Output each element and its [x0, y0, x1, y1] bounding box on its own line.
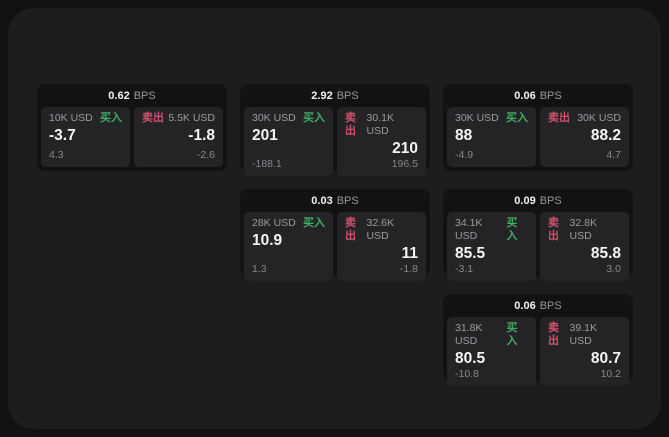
- bps-header: 0.62 BPS: [37, 84, 227, 107]
- bps-header: 2.92 BPS: [240, 84, 430, 107]
- card-body: 30K USD 买入 201 -188.1 卖出 30.1K USD 210 1…: [240, 107, 430, 180]
- sell-action-label[interactable]: 卖出: [548, 112, 570, 124]
- buy-amount: 28K USD: [252, 217, 296, 229]
- bps-header: 0.03 BPS: [240, 189, 430, 212]
- bps-unit-label: BPS: [539, 299, 562, 312]
- bps-value: 0.06: [514, 89, 536, 102]
- card-body: 34.1K USD 买入 85.5 -3.1 卖出 32.8K USD 85.8…: [443, 212, 633, 285]
- buy-amount: 10K USD: [49, 112, 93, 124]
- bps-header: 0.06 BPS: [443, 294, 633, 317]
- bps-value: 2.92: [311, 89, 333, 102]
- sell-amount: 30K USD: [577, 112, 621, 124]
- bps-header: 0.09 BPS: [443, 189, 633, 212]
- buy-amount: 34.1K USD: [455, 217, 483, 242]
- buy-action-label[interactable]: 买入: [303, 112, 325, 124]
- bps-unit-label: BPS: [336, 194, 359, 207]
- bps-unit-label: BPS: [539, 89, 562, 102]
- main-panel: 0.62 BPS 10K USD 买入 -3.7 4.3 卖出 5.5K USD: [8, 8, 661, 429]
- sell-price: 88.2: [590, 127, 621, 144]
- sell-panel[interactable]: 卖出 30.1K USD 210 196.5: [337, 107, 426, 176]
- buy-panel[interactable]: 34.1K USD 买入 85.5 -3.1: [447, 212, 536, 281]
- buy-price: 85.5: [455, 245, 486, 262]
- sell-panel[interactable]: 卖出 32.8K USD 85.8 3.0: [540, 212, 629, 281]
- card-body: 10K USD 买入 -3.7 4.3 卖出 5.5K USD -1.8 -2.…: [37, 107, 227, 171]
- bps-value: 0.62: [108, 89, 130, 102]
- bps-value: 0.03: [311, 194, 333, 207]
- buy-panel[interactable]: 30K USD 买入 201 -188.1: [244, 107, 333, 176]
- buy-amount: 30K USD: [455, 112, 499, 124]
- bps-value: 0.06: [514, 299, 536, 312]
- buy-price: 80.5: [455, 350, 486, 367]
- buy-price: 10.9: [252, 232, 283, 249]
- quote-card: 0.06 BPS 30K USD 买入 88 -4.9 卖出 30K USD: [443, 84, 633, 171]
- buy-action-label[interactable]: 买入: [506, 322, 518, 347]
- sell-amount: 32.8K USD: [569, 217, 597, 242]
- buy-action-label[interactable]: 买入: [100, 112, 122, 124]
- card-body: 28K USD 买入 10.9 1.3 卖出 32.6K USD 11 -1.8: [240, 212, 430, 285]
- sell-price: 11: [401, 245, 418, 262]
- buy-price: 201: [252, 127, 278, 144]
- bps-unit-label: BPS: [336, 89, 359, 102]
- sell-panel[interactable]: 卖出 32.6K USD 11 -1.8: [337, 212, 426, 281]
- buy-price: 88: [455, 127, 473, 144]
- sell-action-label[interactable]: 卖出: [345, 112, 356, 137]
- sell-delta: -2.6: [196, 149, 215, 161]
- sell-amount: 32.6K USD: [366, 217, 394, 242]
- buy-panel[interactable]: 30K USD 买入 88 -4.9: [447, 107, 536, 167]
- buy-action-label[interactable]: 买入: [506, 112, 528, 124]
- sell-action-label[interactable]: 卖出: [345, 217, 356, 242]
- sell-delta: 196.5: [391, 158, 418, 170]
- buy-panel[interactable]: 31.8K USD 买入 80.5 -10.8: [447, 317, 536, 386]
- sell-price: 210: [392, 140, 418, 157]
- quote-card: 0.06 BPS 31.8K USD 买入 80.5 -10.8 卖出 39.1…: [443, 294, 633, 386]
- sell-amount: 39.1K USD: [569, 322, 597, 347]
- card-body: 30K USD 买入 88 -4.9 卖出 30K USD 88.2 4.7: [443, 107, 633, 171]
- sell-delta: -1.8: [399, 263, 418, 275]
- buy-delta: 1.3: [252, 263, 267, 275]
- bps-unit-label: BPS: [539, 194, 562, 207]
- buy-delta: -10.8: [455, 368, 479, 380]
- sell-delta: 4.7: [606, 149, 621, 161]
- sell-amount: 5.5K USD: [168, 112, 215, 124]
- buy-delta: -188.1: [252, 158, 282, 170]
- bps-header: 0.06 BPS: [443, 84, 633, 107]
- buy-delta: -4.9: [455, 149, 474, 161]
- quote-cards-grid: 0.62 BPS 10K USD 买入 -3.7 4.3 卖出 5.5K USD: [37, 84, 633, 386]
- buy-amount: 31.8K USD: [455, 322, 483, 347]
- sell-delta: 10.2: [600, 368, 621, 380]
- buy-panel[interactable]: 10K USD 买入 -3.7 4.3: [41, 107, 130, 167]
- sell-amount: 30.1K USD: [366, 112, 394, 137]
- card-body: 31.8K USD 买入 80.5 -10.8 卖出 39.1K USD 80.…: [443, 317, 633, 390]
- quote-card: 0.03 BPS 28K USD 买入 10.9 1.3 卖出 32.6K US…: [240, 189, 430, 281]
- sell-panel[interactable]: 卖出 30K USD 88.2 4.7: [540, 107, 629, 167]
- buy-action-label[interactable]: 买入: [303, 217, 325, 229]
- buy-panel[interactable]: 28K USD 买入 10.9 1.3: [244, 212, 333, 281]
- buy-delta: -3.1: [455, 263, 474, 275]
- sell-action-label[interactable]: 卖出: [548, 217, 559, 242]
- buy-price: -3.7: [49, 127, 76, 144]
- sell-price: -1.8: [188, 127, 215, 144]
- sell-price: 80.7: [590, 350, 621, 367]
- quote-card: 0.62 BPS 10K USD 买入 -3.7 4.3 卖出 5.5K USD: [37, 84, 227, 171]
- sell-action-label[interactable]: 卖出: [142, 112, 164, 124]
- bps-unit-label: BPS: [133, 89, 156, 102]
- sell-price: 85.8: [590, 245, 621, 262]
- bps-value: 0.09: [514, 194, 536, 207]
- sell-panel[interactable]: 卖出 39.1K USD 80.7 10.2: [540, 317, 629, 386]
- sell-delta: 3.0: [606, 263, 621, 275]
- sell-panel[interactable]: 卖出 5.5K USD -1.8 -2.6: [134, 107, 223, 167]
- quote-card: 0.09 BPS 34.1K USD 买入 85.5 -3.1 卖出 32.8K…: [443, 189, 633, 281]
- sell-action-label[interactable]: 卖出: [548, 322, 559, 347]
- buy-amount: 30K USD: [252, 112, 296, 124]
- quote-card: 2.92 BPS 30K USD 买入 201 -188.1 卖出 30.1K …: [240, 84, 430, 176]
- buy-delta: 4.3: [49, 149, 64, 161]
- buy-action-label[interactable]: 买入: [506, 217, 518, 242]
